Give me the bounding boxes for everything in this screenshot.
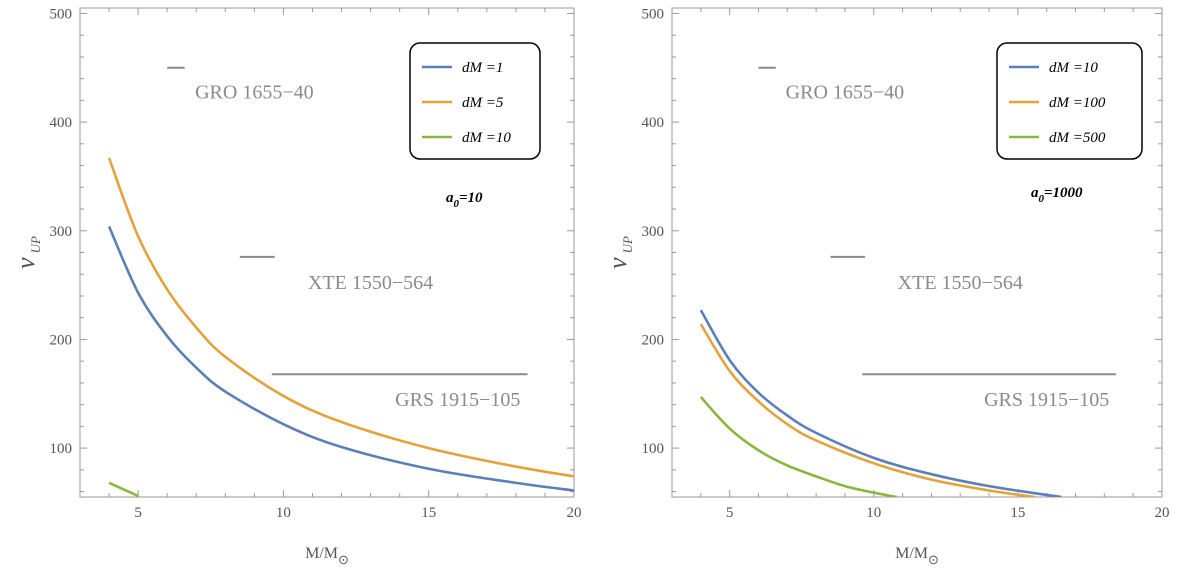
parameter-label: a0=1000 [1031,185,1083,205]
x-tick-label: 15 [421,505,436,521]
y-tick-label: 500 [50,6,73,22]
x-axis-label: M/M⊙ [305,545,349,567]
chart-panel-1: 5 10 15 20 100 200 300 400 500 M/M⊙ νUP GRO 1655−40… [11,6,582,567]
y-tick-label: 400 [642,115,665,131]
series-line-3 [699,396,898,497]
legend-entry-label: dM =10 [462,130,511,146]
x-axis-label: M/M⊙ [895,545,939,567]
legend-box [409,42,541,160]
chart-panel-2: 5 10 15 20 100 200 300 400 500 M/M⊙ νUP GRO 1655−40… [603,6,1170,567]
legend-box [996,42,1143,160]
y-tick-label: 100 [50,441,73,457]
legend: dM =10 dM =100 dM =500 [996,42,1143,160]
x-tick-label: 5 [134,505,142,521]
legend: dM =1 dM =5 dM =10 [409,42,541,160]
annotation-label: GRS 1915−105 [984,389,1109,411]
y-tick-label: 400 [50,115,73,131]
x-tick-label: 10 [276,505,291,521]
y-tick-label: 200 [50,332,73,348]
series-line-1 [107,225,574,492]
legend-entry-label: dM =10 [1049,60,1098,76]
legend-entry-label: dM =500 [1049,130,1106,146]
annotation-label: XTE 1550−564 [898,272,1023,294]
parameter-label: a0=10 [446,190,483,210]
series-line-2 [107,157,574,478]
y-tick-label: 500 [642,6,665,22]
legend-entry-label: dM =5 [462,95,504,111]
y-tick-label: 300 [50,224,73,240]
y-tick-label: 100 [642,441,665,457]
y-axis-label: νUP [603,236,635,269]
annotation-label: GRO 1655−40 [195,82,314,104]
series-line-3 [108,481,139,497]
legend-entry-label: dM =100 [1049,95,1106,111]
series-line-2 [699,323,1036,497]
annotation-label: XTE 1550−564 [308,272,433,294]
series-line-1 [699,309,1062,497]
x-tick-label: 10 [866,505,881,521]
annotation-label: GRO 1655−40 [786,82,905,104]
x-tick-label: 15 [1010,505,1025,521]
y-tick-label: 300 [642,224,665,240]
x-tick-label: 20 [567,505,582,521]
legend-entry-label: dM =1 [462,60,503,76]
annotation-label: GRS 1915−105 [395,389,520,411]
x-tick-label: 5 [726,505,734,521]
y-tick-label: 200 [642,332,665,348]
x-tick-label: 20 [1155,505,1170,521]
y-axis-label: νUP [11,236,43,269]
